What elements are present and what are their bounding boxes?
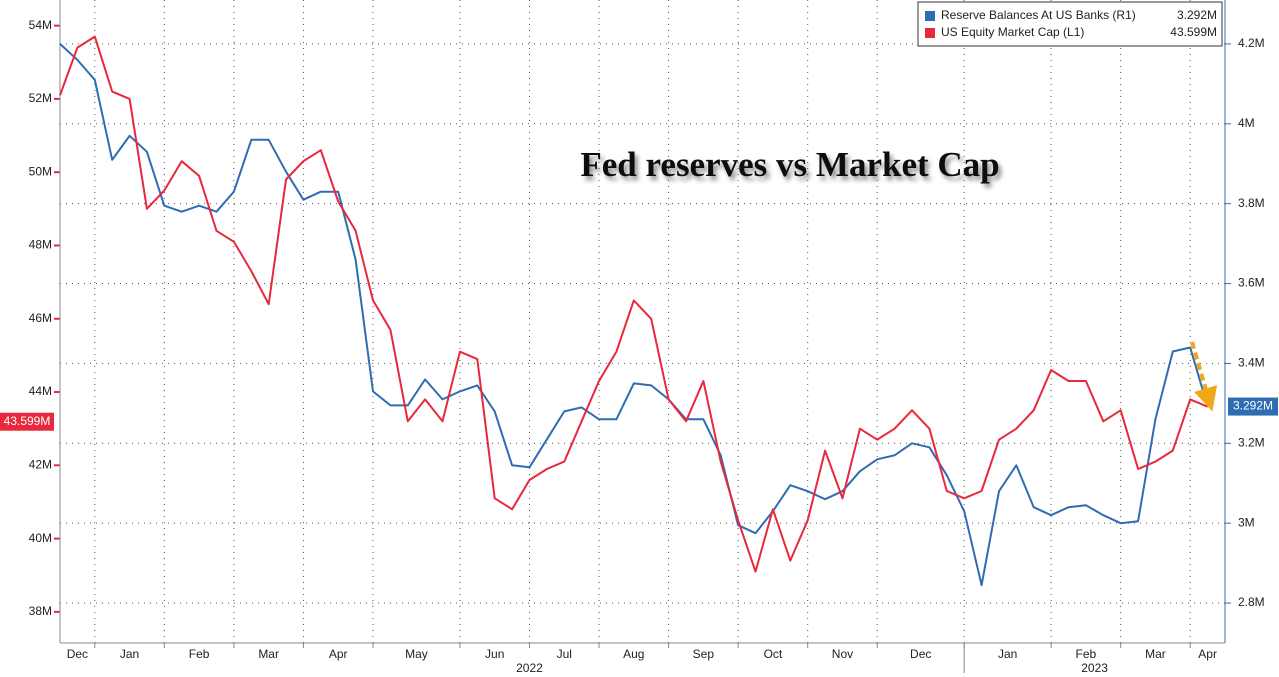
legend: Reserve Balances At US Banks (R1) 3.292M U… — [917, 1, 1223, 47]
y-tick-label: 42M — [29, 457, 52, 471]
y2-tick-label: 2.8M — [1238, 595, 1265, 609]
annotation-arrow — [1190, 341, 1218, 412]
series-lines — [59, 35, 1209, 587]
x-tick-label: Mar — [258, 647, 279, 661]
y-tick-label: 40M — [29, 531, 52, 545]
x-tick-label: Apr — [329, 647, 348, 661]
x-tick-label: Feb — [189, 647, 210, 661]
legend-value: 3.292M — [1177, 8, 1217, 22]
x-tick-label: Aug — [623, 647, 644, 661]
y-tick-label: 44M — [29, 384, 52, 398]
x-tick-label: Jul — [557, 647, 572, 661]
y2-tick-label: 3.6M — [1238, 276, 1265, 290]
x-tick-label: Nov — [832, 647, 853, 661]
y2-tick-label: 4M — [1238, 116, 1255, 130]
legend-value: 43.599M — [1170, 25, 1217, 39]
y2-tick-label: 4.2M — [1238, 36, 1265, 50]
x-tick-label: Jan — [120, 647, 139, 661]
chart-title: Fed reserves vs Market Cap — [580, 145, 999, 184]
x-tick-label: Dec — [910, 647, 931, 661]
x-tick-label: Mar — [1145, 647, 1166, 661]
y-tick-label: 52M — [29, 91, 52, 105]
y-tick-label: 54M — [29, 18, 52, 32]
y2-tick-label: 3.4M — [1238, 356, 1265, 370]
last-value-badge — [1228, 397, 1278, 416]
last-value-label: 43.599M — [4, 414, 51, 428]
y-tick-label: 46M — [29, 311, 52, 325]
y2-tick-label: 3M — [1238, 515, 1255, 529]
legend-box — [917, 1, 1223, 47]
legend-label: US Equity Market Cap (L1) — [941, 25, 1084, 39]
legend-swatch — [925, 11, 935, 21]
x-tick-label: Sep — [693, 647, 715, 661]
series-line — [59, 35, 1208, 573]
x-tick-label: Feb — [1076, 647, 1097, 661]
last-value-label: 3.292M — [1233, 399, 1273, 413]
year-label: 2022 — [516, 661, 543, 675]
x-tick-label: Jun — [485, 647, 504, 661]
y2-tick-label: 3.8M — [1238, 196, 1265, 210]
series-line — [59, 43, 1209, 587]
x-tick-label: Jan — [998, 647, 1017, 661]
y-tick-label: 48M — [29, 238, 52, 252]
y2-tick-label: 3.2M — [1238, 435, 1265, 449]
x-tick-label: May — [405, 647, 428, 661]
last-value-badge — [0, 412, 54, 431]
year-label: 2023 — [1081, 661, 1108, 675]
grid — [54, 0, 1231, 673]
legend-label: Reserve Balances At US Banks (R1) — [941, 8, 1136, 22]
x-tick-label: Apr — [1198, 647, 1217, 661]
x-tick-label: Oct — [764, 647, 783, 661]
legend-swatch — [925, 28, 935, 38]
x-tick-label: Dec — [67, 647, 88, 661]
y-tick-label: 38M — [29, 604, 52, 618]
y-tick-label: 50M — [29, 164, 52, 178]
